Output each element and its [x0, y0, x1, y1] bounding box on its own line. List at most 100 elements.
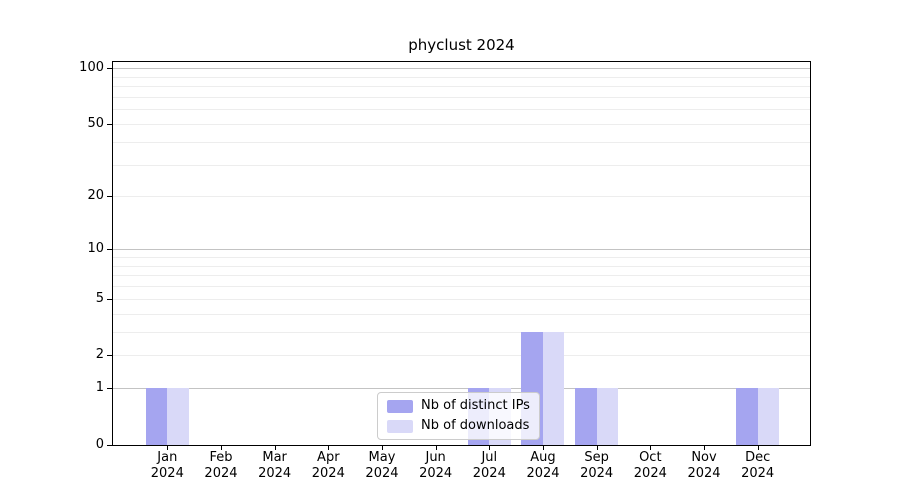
x-axis-month-label: Apr	[317, 450, 340, 465]
x-axis-year-label: 2024	[472, 465, 506, 481]
y-axis-tick-label: 0	[95, 437, 104, 452]
x-axis-tick-label: Apr 2024	[288, 450, 368, 481]
x-axis-tick	[542, 446, 544, 450]
x-axis-tick-label: Jul 2024	[449, 450, 529, 481]
x-axis-tick	[704, 446, 705, 450]
plot-area: Nb of distinct IPs Nb of downloads	[112, 61, 811, 446]
y-axis-tick-label: 1	[95, 380, 104, 396]
x-axis-year-label: 2024	[633, 465, 667, 481]
x-axis-year-label: 2024	[687, 465, 721, 481]
x-axis-month-label: Aug	[530, 450, 556, 465]
gridline-minor	[113, 124, 810, 125]
x-axis-tick	[596, 446, 598, 450]
x-axis-tick	[650, 446, 652, 450]
x-axis-tick	[220, 446, 222, 450]
legend: Nb of distinct IPs Nb of downloads	[377, 392, 540, 440]
x-axis-tick-label: Jan 2024	[127, 450, 207, 481]
gridline-minor	[113, 96, 810, 98]
bar-distinct-ips	[575, 388, 597, 445]
x-axis-tick-label: Aug 2024	[503, 450, 583, 481]
gridline-major	[113, 68, 810, 70]
x-axis-month-label: Jan	[157, 450, 178, 465]
x-axis-month-label: Sep	[584, 450, 609, 465]
gridline-major	[113, 388, 810, 390]
x-axis-tick	[274, 446, 276, 450]
x-axis-tick	[328, 446, 330, 450]
gridline-minor	[113, 109, 810, 111]
legend-entry-downloads: Nb of downloads	[387, 418, 530, 434]
x-axis-month-label: Jul	[481, 450, 498, 465]
x-axis-month-label: Dec	[745, 450, 771, 465]
bar-downloads	[757, 388, 780, 445]
gridline-minor	[113, 196, 810, 198]
x-axis-year-label: 2024	[526, 465, 560, 481]
gridline-minor	[113, 286, 810, 288]
bar-downloads	[167, 388, 189, 445]
gridline-minor	[113, 86, 810, 88]
x-axis-tick-label: Oct 2024	[610, 450, 690, 481]
plot-canvas	[113, 62, 810, 445]
x-axis-tick	[381, 446, 383, 450]
gridline-minor	[113, 331, 810, 333]
x-axis-year-label: 2024	[258, 465, 292, 481]
x-axis-tick-label: Dec 2024	[718, 450, 798, 481]
y-axis-tick-label: 100	[79, 60, 104, 76]
bar-downloads	[542, 331, 565, 445]
gridline-minor	[113, 275, 810, 277]
x-axis-year-label: 2024	[419, 465, 453, 481]
x-axis-month-label: Oct	[639, 450, 662, 465]
y-axis-tick	[107, 298, 112, 300]
x-axis-month-label: Feb	[209, 450, 233, 465]
gridline-minor	[113, 355, 810, 357]
legend-swatch-distinct-ips-icon	[387, 399, 413, 413]
gridline-minor	[113, 257, 810, 259]
bar-distinct-ips	[145, 388, 168, 445]
y-axis-tick-label: 10	[87, 241, 104, 257]
x-axis-year-label: 2024	[741, 465, 775, 481]
gridline-minor	[113, 298, 810, 300]
x-axis-year-label: 2024	[311, 465, 345, 481]
x-axis-month-label: Mar	[262, 450, 287, 465]
y-axis-tick-label: 5	[95, 290, 104, 306]
gridline-minor	[113, 313, 810, 315]
x-axis-tick	[489, 446, 491, 450]
gridline-minor	[113, 76, 810, 78]
x-axis-year-label: 2024	[204, 465, 238, 481]
x-axis-year-label: 2024	[365, 465, 399, 481]
legend-label-downloads: Nb of downloads	[421, 418, 530, 433]
gridline-minor	[113, 164, 810, 166]
y-axis-tick	[107, 355, 112, 357]
x-axis-tick	[167, 446, 169, 450]
x-axis-month-label: Nov	[691, 450, 717, 465]
y-axis-tick	[107, 196, 112, 198]
gridline-minor	[113, 265, 810, 267]
x-axis-tick	[757, 446, 759, 450]
y-axis-tick	[107, 68, 112, 70]
gridline-minor	[113, 141, 810, 143]
x-axis-year-label: 2024	[150, 465, 184, 481]
x-axis-tick-label: Sep 2024	[557, 450, 637, 481]
x-axis-tick-label: Jun 2024	[396, 450, 476, 481]
y-axis-tick	[107, 249, 112, 251]
y-axis-tick-label: 50	[87, 116, 104, 131]
bar-downloads	[596, 388, 619, 445]
y-axis-tick-label: 2	[95, 347, 104, 363]
y-axis-tick	[107, 388, 112, 390]
x-axis-year-label: 2024	[580, 465, 614, 481]
legend-swatch-downloads-icon	[387, 419, 413, 433]
x-axis-month-label: Jun	[425, 450, 446, 465]
x-axis-month-label: May	[368, 450, 396, 465]
gridline-major	[113, 249, 810, 251]
x-axis-tick-label: Feb 2024	[181, 450, 261, 481]
legend-label-distinct-ips: Nb of distinct IPs	[421, 398, 530, 413]
y-axis-tick-label: 20	[87, 188, 104, 204]
x-axis-tick-label: Mar 2024	[235, 450, 315, 481]
x-axis-tick-label: May 2024	[342, 450, 422, 481]
chart-title: phyclust 2024	[408, 36, 515, 54]
y-axis-tick	[107, 445, 112, 446]
y-axis-tick	[107, 124, 112, 125]
x-axis-tick	[435, 446, 437, 450]
legend-entry-distinct-ips: Nb of distinct IPs	[387, 398, 530, 414]
bar-distinct-ips	[736, 388, 758, 445]
